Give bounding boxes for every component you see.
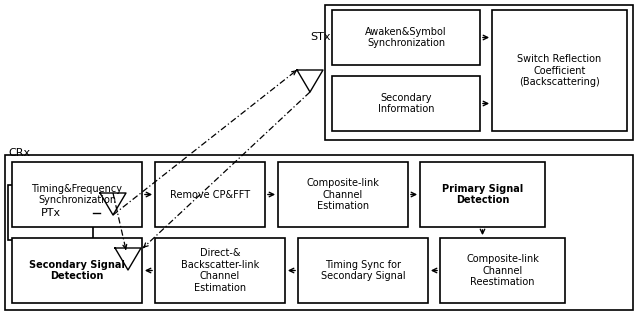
Bar (155, 162, 265, 227)
Text: Remove CP&FFT: Remove CP&FFT (170, 190, 250, 199)
Bar (332, 10, 480, 65)
Bar (278, 162, 408, 227)
Bar (440, 238, 565, 303)
Text: STx: STx (310, 32, 330, 42)
Bar (298, 238, 428, 303)
Text: Secondary
Information: Secondary Information (378, 93, 435, 114)
Bar (5, 155, 633, 310)
Text: Secondary Signal
Detection: Secondary Signal Detection (29, 260, 125, 281)
Text: Direct-&
Backscatter-link
Channel
Estimation: Direct-& Backscatter-link Channel Estima… (181, 248, 259, 293)
Bar (332, 76, 480, 131)
Bar (492, 10, 627, 131)
Bar (8, 185, 93, 240)
Text: Awaken&Symbol
Synchronization: Awaken&Symbol Synchronization (365, 27, 447, 48)
Text: Timing Sync for
Secondary Signal: Timing Sync for Secondary Signal (321, 260, 405, 281)
Text: PTx: PTx (40, 208, 61, 217)
Bar (155, 238, 285, 303)
Text: Primary Signal
Detection: Primary Signal Detection (442, 184, 523, 205)
Text: Composite-link
Channel
Estimation: Composite-link Channel Estimation (307, 178, 380, 211)
Text: Timing&Frequency
Synchronization: Timing&Frequency Synchronization (31, 184, 122, 205)
Bar (12, 238, 142, 303)
Bar (325, 5, 633, 140)
Text: CRx: CRx (8, 148, 30, 158)
Bar (420, 162, 545, 227)
Text: Composite-link
Channel
Reestimation: Composite-link Channel Reestimation (466, 254, 539, 287)
Text: Switch Reflection
Coefficient
(Backscattering): Switch Reflection Coefficient (Backscatt… (517, 54, 602, 87)
Bar (12, 162, 142, 227)
